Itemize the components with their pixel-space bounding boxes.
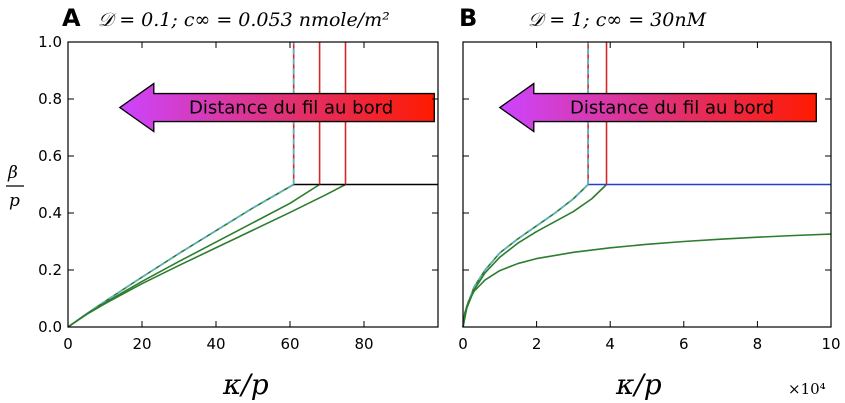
- panel-b-x-tick-label: 2: [532, 335, 542, 353]
- panel-a-series-line: [67, 183, 321, 328]
- panel-b-letter: B: [459, 4, 477, 32]
- panel-b-x-tick-label: 0: [458, 335, 468, 353]
- panel-a-plot: Distance du fil au bord 0 20 40 60 80 0.0 0.2 0.…: [38, 33, 439, 353]
- panel-a-letter: A: [62, 4, 81, 32]
- panel-a-y-tick-label: 0.8: [38, 90, 62, 108]
- panel-a-y-tick-label: 0.0: [38, 318, 62, 336]
- panel-a-x-tick-label: 0: [63, 335, 73, 353]
- y-label-numerator: β: [7, 163, 18, 183]
- panel-b-plot: Distance du fil au bord 0 2 4 6 8 10: [458, 41, 841, 353]
- panel-a-y-tick-label: 0.4: [38, 204, 62, 222]
- panel-b-series-line: [462, 183, 589, 328]
- panel-a-x-tick-label: 40: [206, 335, 225, 353]
- panel-b-series-line: [462, 233, 832, 328]
- panel-a-y-tick-label: 1.0: [38, 33, 62, 51]
- panel-b-x-tick-label: 10: [821, 335, 840, 353]
- panel-a-arrow: [118, 82, 435, 133]
- panel-b-arrow: [498, 82, 817, 133]
- panel-b-title: 𝒟 = 1; c∞ = 30nM: [528, 9, 707, 31]
- panel-a-series-line: [67, 183, 295, 328]
- y-label-denominator: p: [9, 191, 20, 211]
- panel-a-y-tick-label: 0.2: [38, 261, 62, 279]
- panel-a-x-tick-label: 20: [132, 335, 151, 353]
- panel-b-x-tick-label: 6: [679, 335, 689, 353]
- panel-a-arrow-label: Distance du fil au bord: [189, 98, 393, 119]
- panel-b-axes-frame: [462, 41, 832, 328]
- x-axis-multiplier: ×10⁴: [788, 380, 826, 398]
- panel-b-x-tick-label: 8: [753, 335, 763, 353]
- panel-a-x-tick-label: 80: [354, 335, 373, 353]
- panel-b-series-line: [462, 183, 608, 328]
- panel-b-series-line: [462, 183, 589, 328]
- panel-a: A 𝒟 = 0.1; c∞ = 0.053 nmole/m² Distance …: [6, 4, 439, 401]
- panel-a-y-tick-label: 0.6: [38, 147, 62, 165]
- panel-a-x-tick-label: 60: [280, 335, 299, 353]
- panel-b: B 𝒟 = 1; c∞ = 30nM Distance du fil au bo…: [458, 4, 840, 401]
- panel-a-series-line: [67, 183, 346, 328]
- panel-a-axes-frame: [67, 41, 439, 328]
- panel-b-arrow-label: Distance du fil au bord: [570, 98, 774, 119]
- panel-b-x-tick-label: 4: [605, 335, 615, 353]
- panel-b-x-label: κ/p: [615, 368, 662, 401]
- panel-a-title: 𝒟 = 0.1; c∞ = 0.053 nmole/m²: [98, 9, 390, 31]
- panel-a-x-label: κ/p: [222, 368, 269, 401]
